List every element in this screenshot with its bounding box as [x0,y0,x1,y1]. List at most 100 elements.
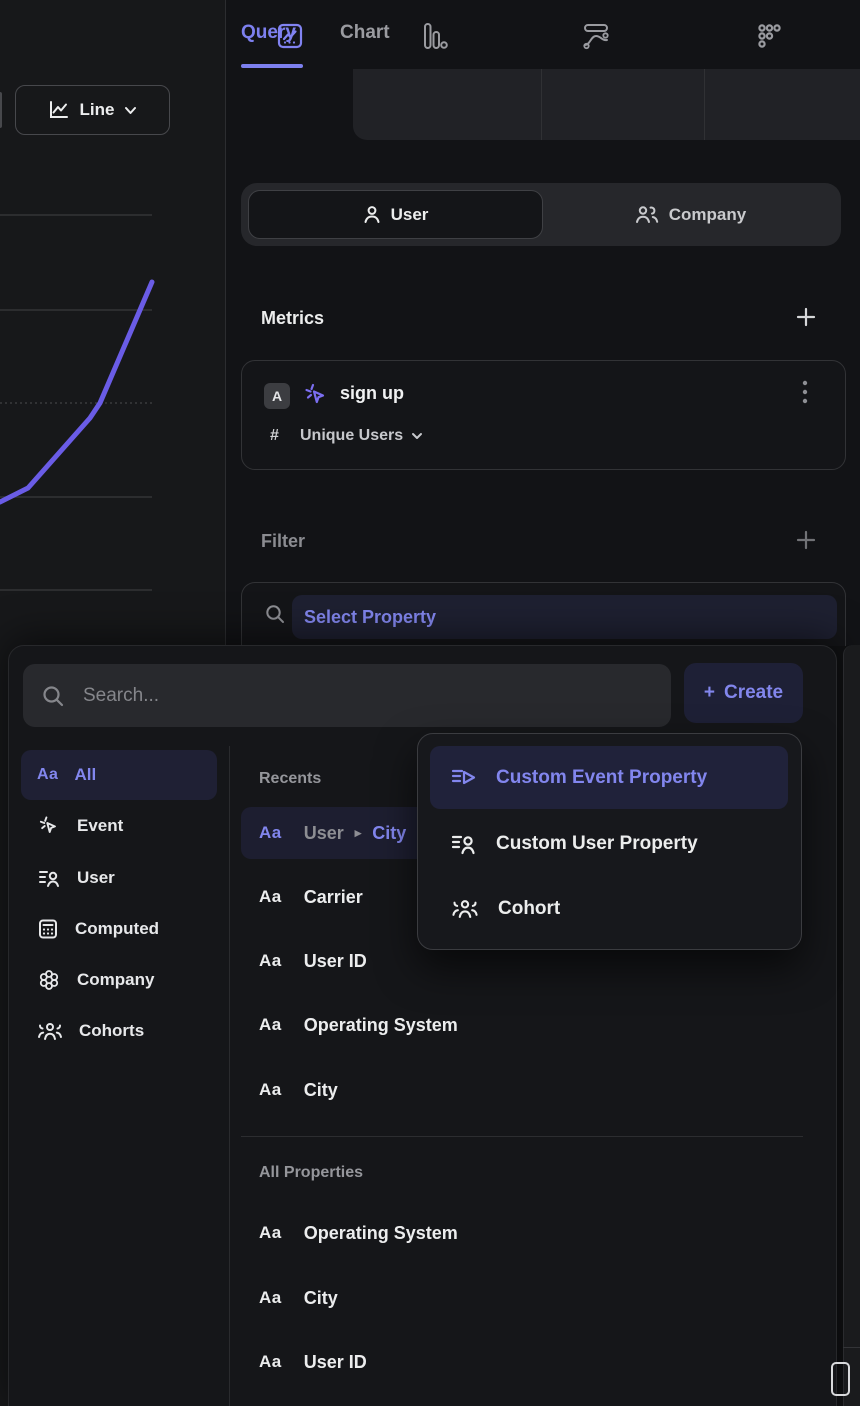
aa-type-icon: Aa [259,887,282,906]
recent-item-carrier[interactable]: Aa Carrier [241,871,801,923]
metric-card[interactable]: A sign up # Unique Users [241,360,846,470]
category-cohorts-label: Cohorts [79,1021,145,1040]
breadcrumb-parent: User [303,822,344,843]
property-label: Carrier [303,886,363,907]
calculator-icon [37,918,59,940]
tab-flow-retention[interactable] [514,0,677,71]
search-icon [264,603,286,625]
category-company[interactable]: Company [21,955,217,1005]
breadcrumb-name: City [372,822,407,843]
property-label: Operating System [303,1014,458,1035]
chart-type-dropdown-button[interactable]: Line [15,85,170,135]
recents-header: Recents [259,770,322,787]
menu-item-label: Cohort [498,897,561,919]
query-panel: Query Chart User [225,0,860,646]
clipped-sibling-button-edge [0,92,2,128]
menu-item-label: Custom Event Property [496,766,708,788]
clipped-shortcut-badge [831,1362,850,1396]
company-flower-icon [37,968,61,992]
event-spark-cursor-icon [302,381,330,409]
category-computed[interactable]: Computed [21,904,217,954]
category-all[interactable]: Aa All [21,750,217,800]
create-label: Create [723,682,784,703]
picker-search-field[interactable] [23,664,671,727]
category-company-label: Company [77,970,155,989]
create-button[interactable]: + Create [684,663,803,723]
kebab-menu-icon[interactable] [802,379,808,405]
aggregation-label: Unique Users [300,427,404,444]
filter-card: Select Property [241,582,846,646]
property-label: City [303,1079,338,1100]
filter-section-title: Filter [261,531,306,551]
create-menu-popup: Custom Event Property Custom User Proper… [417,733,802,950]
category-event[interactable]: Event [21,801,217,851]
entity-option-company[interactable]: Company [547,190,834,239]
entity-option-user[interactable]: User [248,190,543,239]
list-section-divider [241,1136,803,1137]
tab-insights-active[interactable] [226,0,353,71]
property-label: User ID [303,1351,367,1372]
recent-item-user-id[interactable]: Aa User ID [241,935,801,987]
property-label: Operating System [303,1222,458,1243]
tab-scatter-dots[interactable] [677,0,860,71]
custom-event-property-icon [451,767,477,789]
user-list-icon [37,867,61,889]
property-item-city[interactable]: Aa City [241,1272,801,1324]
property-item-operating-system[interactable]: Aa Operating System [241,1207,801,1259]
property-item-user-id[interactable]: Aa User ID [241,1336,801,1388]
entity-user-label: User [390,204,429,224]
user-icon [363,205,381,224]
line-chart-icon [48,100,70,120]
tab-funnel-bars[interactable] [353,0,514,71]
menu-item-custom-event-property[interactable]: Custom Event Property [430,746,788,809]
aa-type-icon: Aa [259,1352,282,1371]
underlying-panel-strip [843,645,860,1406]
chevron-down-icon [411,432,423,440]
chevron-down-icon [124,106,137,115]
aa-type-icon: Aa [259,823,282,842]
metric-series-badge: A [264,383,290,409]
category-event-label: Event [77,816,124,835]
aa-type-icon: Aa [259,1015,282,1034]
custom-user-property-icon [451,833,477,855]
cohorts-people-icon [37,1021,63,1041]
aa-type-icon: Aa [259,1223,282,1242]
trend-line [0,279,155,505]
metric-event-name: sign up [340,383,404,403]
category-all-label: All [74,765,97,784]
menu-item-label: Custom User Property [496,832,698,854]
picker-column-divider [229,746,230,1406]
category-computed-label: Computed [75,919,160,938]
recent-item-operating-system[interactable]: Aa Operating System [241,999,801,1051]
event-spark-cursor-icon [37,814,61,838]
aggregation-hash-prefix: # [270,427,279,444]
category-cohorts[interactable]: Cohorts [21,1006,217,1056]
chart-type-tab-strip [353,69,860,140]
aa-type-icon: Aa [259,1080,282,1099]
metrics-add-button[interactable] [794,305,818,329]
recent-item-city[interactable]: Aa City [241,1064,801,1116]
aggregation-dropdown[interactable]: Unique Users [300,427,423,445]
entity-toggle: User Company [241,183,841,246]
aa-type-icon: Aa [259,1288,282,1307]
menu-item-cohort[interactable]: Cohort [430,877,788,940]
metrics-section-title: Metrics [261,308,325,328]
search-input[interactable] [81,683,625,708]
trend-chart [0,214,155,591]
active-tab-underline [241,64,303,68]
entity-company-label: Company [668,204,747,224]
filter-add-button[interactable] [794,528,818,552]
underlying-panel-divider [843,1347,860,1348]
select-property-input[interactable]: Select Property [292,595,837,639]
category-user[interactable]: User [21,853,217,903]
property-label: City [303,1287,338,1308]
tab-query[interactable]: Query [241,22,296,43]
company-people-icon [635,205,659,224]
chart-type-label: Line [79,100,115,119]
search-icon [41,684,65,708]
aa-type-icon: Aa [37,766,59,783]
menu-item-custom-user-property[interactable]: Custom User Property [430,812,788,875]
tab-chart[interactable]: Chart [340,22,390,43]
plus-icon: + [703,682,715,703]
